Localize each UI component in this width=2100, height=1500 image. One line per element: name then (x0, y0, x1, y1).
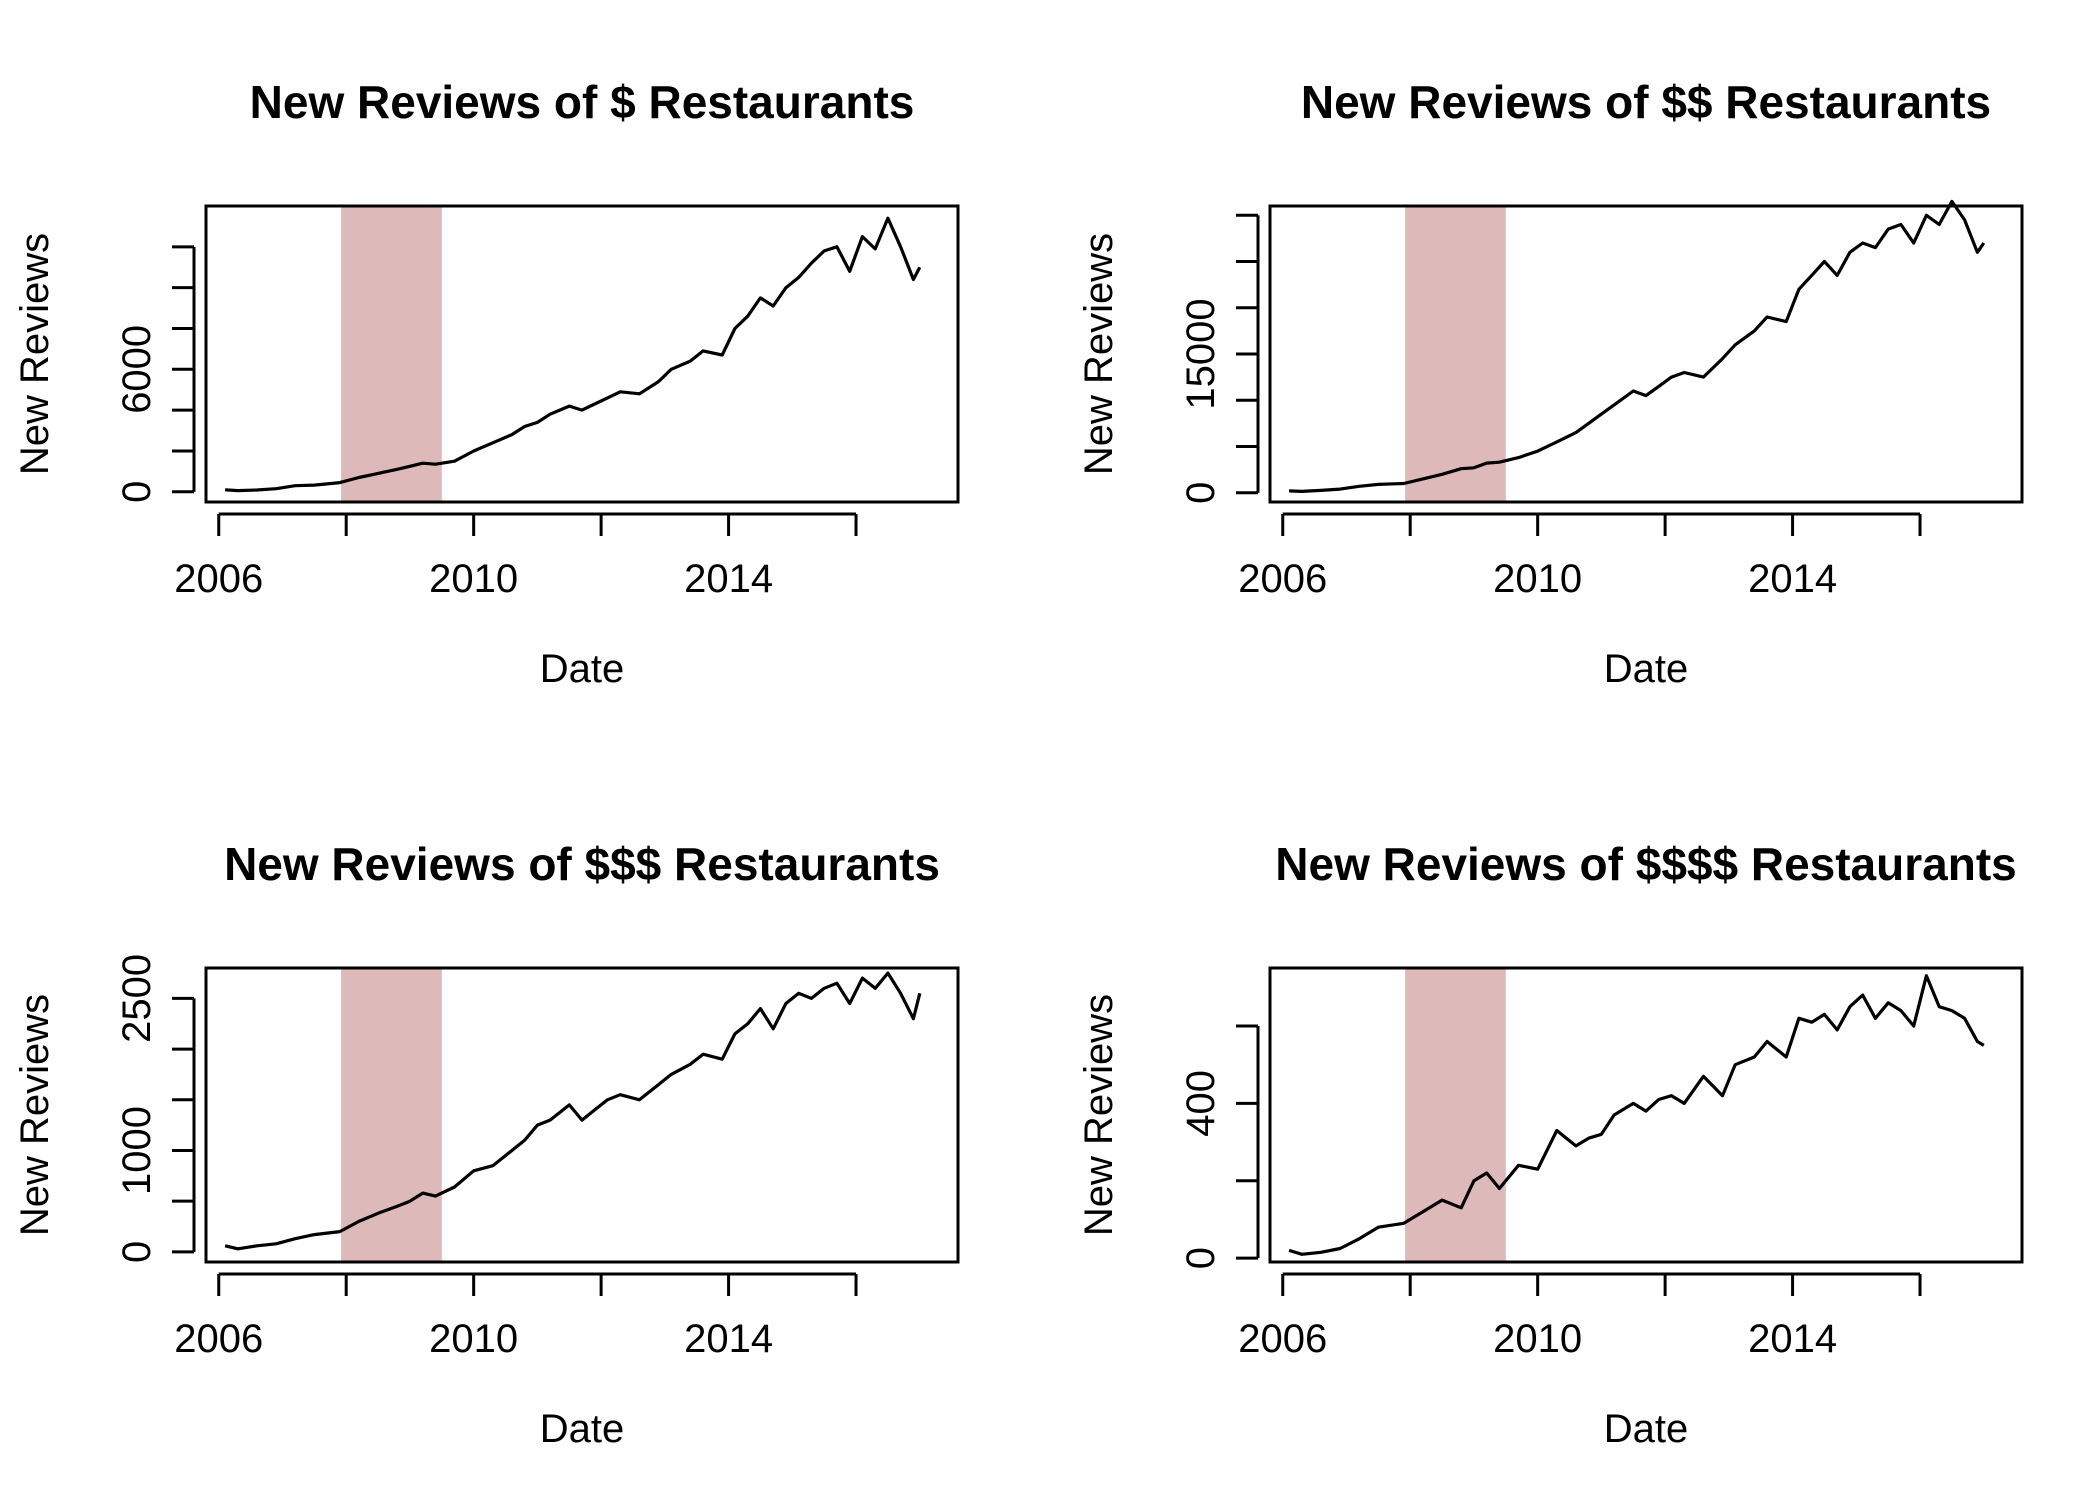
x-tick-label: 2006 (1238, 1317, 1327, 1361)
y-axis-label: New Reviews (13, 233, 57, 475)
y-tick-label: 0 (115, 1241, 159, 1263)
y-tick-label: 400 (1179, 1070, 1223, 1137)
x-tick-label: 2010 (1493, 1317, 1582, 1361)
y-tick-label: 0 (1179, 1247, 1223, 1269)
plot-frame (204, 204, 960, 504)
x-tick-label: 2014 (1748, 557, 1837, 601)
y-tick-label: 6000 (115, 325, 159, 414)
y-axis-label: New Reviews (1077, 233, 1121, 475)
series-line (1289, 199, 1986, 493)
chart-title: New Reviews of $$$ Restaurants (224, 838, 940, 890)
chart-title: New Reviews of $$$$ Restaurants (1275, 838, 2016, 890)
x-tick-label: 2010 (429, 1317, 518, 1361)
chart-title: New Reviews of $$ Restaurants (1301, 76, 1991, 128)
y-tick-label: 1000 (115, 1106, 159, 1195)
x-tick-label: 2010 (1493, 557, 1582, 601)
x-axis-label: Date (540, 1407, 625, 1451)
recession-shading (341, 968, 442, 1262)
y-axis-label: New Reviews (13, 994, 57, 1236)
recession-shading (1405, 206, 1506, 502)
plot-frame (1268, 966, 2024, 1264)
chart-panel-2: New Reviews of $$ Restaurants 2006 2010 201… (1077, 76, 2024, 691)
x-axis-label: Date (1604, 1407, 1689, 1451)
x-tick-label: 2006 (174, 557, 263, 601)
y-tick-label: 0 (115, 481, 159, 503)
x-axis-label: Date (1604, 647, 1689, 691)
x-tick-label: 2006 (1238, 557, 1327, 601)
series-line (225, 216, 922, 493)
x-tick-label: 2014 (684, 557, 773, 601)
y-tick-label: 0 (1179, 482, 1223, 504)
series-line (224, 971, 922, 1251)
chart-title: New Reviews of $ Restaurants (250, 76, 915, 128)
x-tick-label: 2006 (174, 1317, 263, 1361)
series-line (1288, 974, 1985, 1256)
plot-frame (204, 966, 960, 1264)
plot-frame (1268, 204, 2024, 504)
chart-panel-4: New Reviews of $$$$ Restaurants 2006 2010 2… (1077, 838, 2024, 1451)
x-tick-label: 2010 (429, 557, 518, 601)
chart-panel-1: New Reviews of $ Restaurants 2006 2010 2014… (13, 76, 960, 691)
x-axis-label: Date (540, 647, 625, 691)
recession-shading (1405, 968, 1506, 1262)
x-tick-label: 2014 (1748, 1317, 1837, 1361)
y-tick-label: 2500 (115, 954, 159, 1043)
chart-panel-3: New Reviews of $$$ Restaurants 2006 2010 20… (13, 838, 960, 1451)
recession-shading (341, 206, 442, 502)
y-axis-label: New Reviews (1077, 994, 1121, 1236)
y-tick-label: 15000 (1179, 298, 1223, 409)
x-tick-label: 2014 (684, 1317, 773, 1361)
